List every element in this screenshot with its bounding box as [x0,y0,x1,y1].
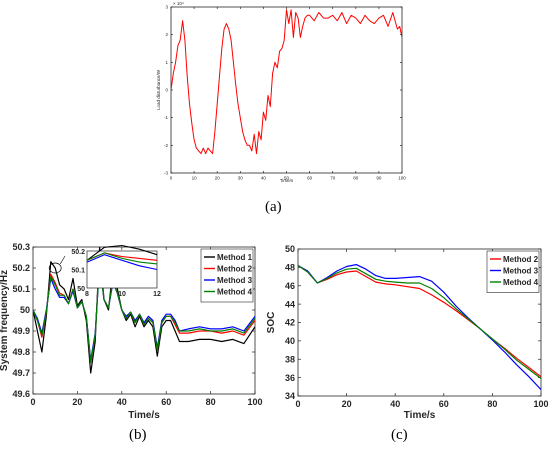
y-tick-label: 0 [165,88,168,93]
x-tick-label: 80 [353,176,359,181]
y-tick-label: 44 [285,299,295,309]
x-tick-label: 20 [215,176,221,181]
y-tick-label: 50.2 [12,263,30,273]
y-axis-label: SOC [266,312,277,334]
x-tick-label: 40 [390,399,400,409]
legend-label: Method 2 [217,265,253,274]
inset-x-tick-label: 10 [118,291,126,298]
x-axis-label: Time/s [280,178,294,183]
x-tick-label: 20 [72,397,82,407]
x-tick-label: 20 [342,399,352,409]
y-tick-label: 34 [285,391,295,401]
y-tick-label: 42 [285,318,295,328]
legend-box [486,250,540,293]
x-tick-label: 0 [170,176,173,181]
caption-c: (c) [391,427,408,443]
x-axis-label: Time/s [128,410,160,421]
y-tick-label: 2 [165,32,168,37]
y-tick-label: 38 [285,354,295,364]
plot-area-2 [298,264,541,391]
y-tick-label: -3 [164,171,168,176]
x-axis-label: Time/s [404,410,436,421]
inset-y-tick-label: 50 [77,286,85,293]
inset-y-tick-label: 50.1 [71,268,85,275]
x-tick-label: 80 [206,397,216,407]
x-tick-label: 0 [30,397,35,407]
caption-b: (b) [129,427,147,443]
x-tick-label: 60 [161,397,171,407]
y-tick-label: 3 [165,5,168,10]
y-tick-label: 50 [20,305,30,315]
y-axis-label: Load disturbance/W [156,69,161,110]
y-tick-label: -1 [164,115,168,120]
legend-label: Method 3 [217,276,253,285]
plot-area-1 [33,247,255,374]
inset-x-tick-label: 8 [85,291,89,298]
series-line-method-4 [298,265,541,379]
x-tick-label: 60 [307,176,313,181]
x-tick-label: 60 [439,399,449,409]
legend-label: Method 4 [503,278,539,287]
series-line-load-disturbance [171,9,402,155]
x-tick-label: 100 [247,397,262,407]
x-tick-label: 100 [398,176,406,181]
legend-label: Method 1 [217,253,253,262]
x-tick-label: 40 [261,176,267,181]
y-tick-label: 50 [285,244,295,254]
y-tick-label: 50.1 [12,284,30,294]
legend-label: Method 3 [503,267,539,276]
x-tick-label: 40 [117,397,127,407]
inset-series-line [86,244,158,261]
y-tick-label: 49.9 [12,326,30,336]
x-tick-label: 0 [295,399,300,409]
zoom-arrow [59,255,66,265]
series-line-method-3 [298,264,541,391]
plot-area-0 [171,9,402,155]
y-tick-label: 48 [285,263,295,273]
y-tick-label: -2 [164,143,168,148]
inset-series-line [86,254,158,271]
y-tick-label: 50.3 [12,242,30,252]
caption-a: (a) [265,199,282,215]
x-tick-label: 50 [284,176,290,181]
y-tick-label: 1 [165,60,168,65]
x-tick-label: 30 [238,176,244,181]
y-tick-label: 49.6 [12,389,30,399]
plot-frame-0 [170,6,403,174]
y-tick-label: 49.8 [12,347,30,357]
x-tick-label: 70 [330,176,336,181]
y-tick-label: 40 [285,336,295,346]
legend-box [200,248,254,303]
x-tick-label: 100 [533,399,548,409]
inset-y-tick-label: 50.2 [71,249,85,256]
y-axis-label: System frequency/Hz [0,270,10,371]
y-exponent-label: × 10⁴ [173,1,184,6]
series-line-method-4 [33,261,255,364]
legend-label: Method 4 [217,288,253,297]
inset-x-tick-label: 12 [153,291,161,298]
x-tick-label: 80 [487,399,497,409]
y-tick-label: 49.7 [12,368,30,378]
zoom-marker [48,262,62,274]
inset-series-line [86,252,158,265]
y-tick-label: 46 [285,281,295,291]
legend-label: Method 2 [503,255,539,264]
x-tick-label: 10 [192,176,198,181]
x-tick-label: 90 [376,176,382,181]
y-tick-label: 36 [285,373,295,383]
